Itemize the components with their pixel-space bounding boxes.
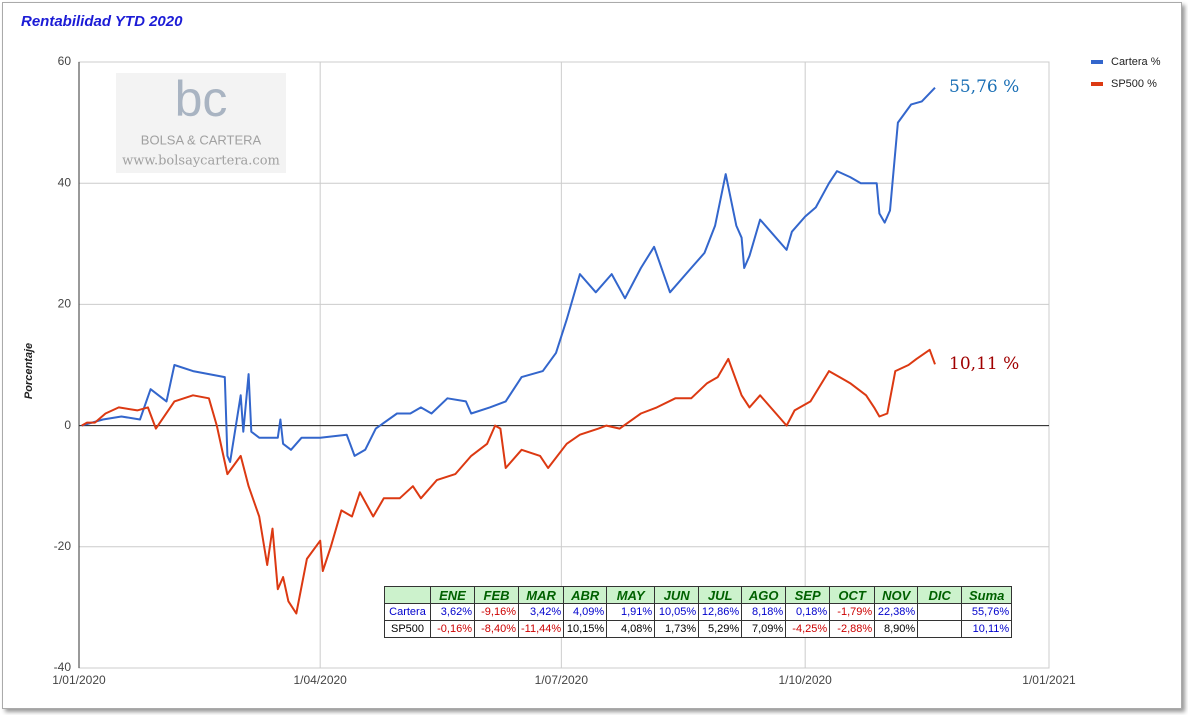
header-cell: Suma [961,586,1013,604]
row-label: Cartera [384,603,431,621]
row-label: SP500 [384,620,431,638]
chart-title: Rentabilidad YTD 2020 [21,13,183,30]
watermark-brand: BOLSA & CARTERA [141,132,262,147]
table-cell: 7,09% [741,620,787,638]
header-cell: MAY [606,586,656,604]
y-tick-label: 0 [64,418,71,432]
x-tick-label: 1/01/2021 [1022,673,1076,687]
table-cell: -4,25% [785,620,831,638]
table-cell: 8,18% [741,603,787,621]
table-cell [917,620,963,638]
header-cell: OCT [829,586,876,604]
table-row: Cartera 3,62% -9,16% 3,42% 4,09% 1,91% 10,05% 1… [384,603,1013,621]
table-cell: 10,05% [654,603,700,621]
x-tick-label: 1/10/2020 [778,673,832,687]
y-tick-label: 60 [58,54,72,68]
table-row: SP500 -0,16% -8,40% -11,44% 10,15% 4,08% 1,73%… [384,620,1013,638]
series-line [81,348,936,615]
chart: bc BOLSA & CARTERA www.bolsaycartera.com… [21,13,1161,687]
table-cell: -1,79% [829,603,876,621]
y-tick-label: 40 [58,175,72,189]
table-cell: 22,38% [874,603,919,621]
table-cell: 10,15% [563,620,608,638]
table-cell: 4,09% [563,603,608,621]
table-cell: -9,16% [474,603,519,621]
header-cell: AGO [741,586,787,604]
x-tick-label: 1/01/2020 [52,673,106,687]
y-tick-label: -40 [54,660,72,674]
x-tick-label: 1/04/2020 [293,673,347,687]
header-cell: FEB [474,586,519,604]
y-axis-label: Porcentaje [23,343,35,399]
header-cell: NOV [874,586,919,604]
watermark-logo: bc [175,71,228,127]
legend-label: SP500 % [1111,78,1157,90]
table-cell: 55,76% [961,603,1013,621]
table-cell: -2,88% [829,620,876,638]
table-cell: 3,62% [430,603,475,621]
header-cell: MAR [517,586,565,604]
table-cell: -0,16% [430,620,475,638]
table-cell: 12,86% [698,603,743,621]
x-tick-label: 1/07/2020 [535,673,589,687]
table-cell: 8,90% [874,620,919,638]
y-tick-label: -20 [54,539,72,553]
header-cell: JUN [654,586,700,604]
table-cell [917,603,963,621]
table-cell: 4,08% [606,620,656,638]
watermark-box [116,73,286,173]
legend-label: Cartera % [1111,56,1161,68]
header-cell: JUL [698,586,743,604]
table-cell: -11,44% [517,620,565,638]
header-cell: ABR [563,586,608,604]
table-header-row: ENE FEB MAR ABR MAY JUN JUL AGO SEP OCT NOV DIC Suma [384,586,1013,604]
series-line [81,87,936,463]
header-cell: DIC [917,586,963,604]
table-cell: 1,73% [654,620,700,638]
summary-table: ENE FEB MAR ABR MAY JUN JUL AGO SEP OCT NOV DIC Suma… [384,586,1013,638]
end-label: 10,11 % [949,354,1019,374]
watermark-url: www.bolsaycartera.com [122,154,280,169]
table-cell: -8,40% [474,620,519,638]
table-cell: 10,11% [961,620,1013,638]
header-cell [384,586,431,604]
table-cell: 5,29% [698,620,743,638]
header-cell: SEP [785,586,831,604]
header-cell: ENE [430,586,475,604]
end-label: 55,76 % [949,77,1019,97]
table-cell: 1,91% [606,603,656,621]
y-tick-label: 20 [58,297,72,311]
table-cell: 0,18% [785,603,831,621]
table-cell: 3,42% [517,603,565,621]
